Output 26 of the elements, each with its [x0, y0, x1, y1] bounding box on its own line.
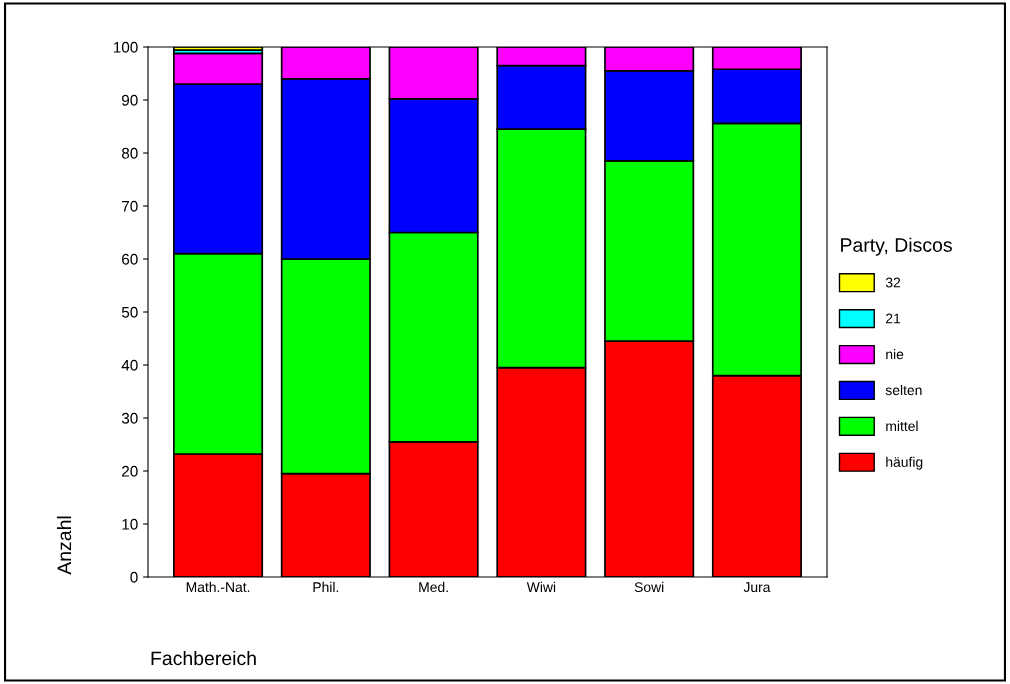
x-axis-title: Fachbereich	[151, 650, 256, 666]
y-tick-label: 30	[121, 412, 138, 424]
y-tick-label: 50	[121, 306, 138, 318]
legend-label: selten	[885, 384, 922, 396]
legend-label: nie	[886, 349, 904, 360]
legend-label: mittel	[886, 420, 918, 432]
y-tick-label: 20	[122, 465, 138, 477]
y-tick-label: 10	[122, 518, 138, 530]
x-tick-label: Jura	[743, 582, 771, 593]
x-tick-label: Math.-Nat.	[186, 581, 250, 593]
y-tick-label: 80	[121, 147, 138, 159]
y-tick-label: 60	[122, 253, 138, 265]
x-tick-label: Med.	[419, 581, 448, 593]
legend-label: 32	[885, 277, 901, 288]
legend-title: Party, Discos	[841, 237, 952, 256]
y-tick-label: 0	[130, 571, 138, 583]
x-tick-label: Wiwi	[526, 581, 556, 592]
y-tick-label: 90	[122, 94, 138, 106]
y-tick-label: 40	[121, 359, 138, 371]
x-tick-label: Sowi	[634, 581, 664, 593]
y-axis-title: Anzahl	[56, 516, 72, 575]
x-tick-label: Phil.	[313, 581, 339, 592]
y-tick-label: 100	[113, 41, 138, 53]
legend-label: häufig	[886, 456, 923, 470]
y-tick-label: 70	[122, 200, 138, 212]
legend-label: 21	[886, 313, 901, 324]
